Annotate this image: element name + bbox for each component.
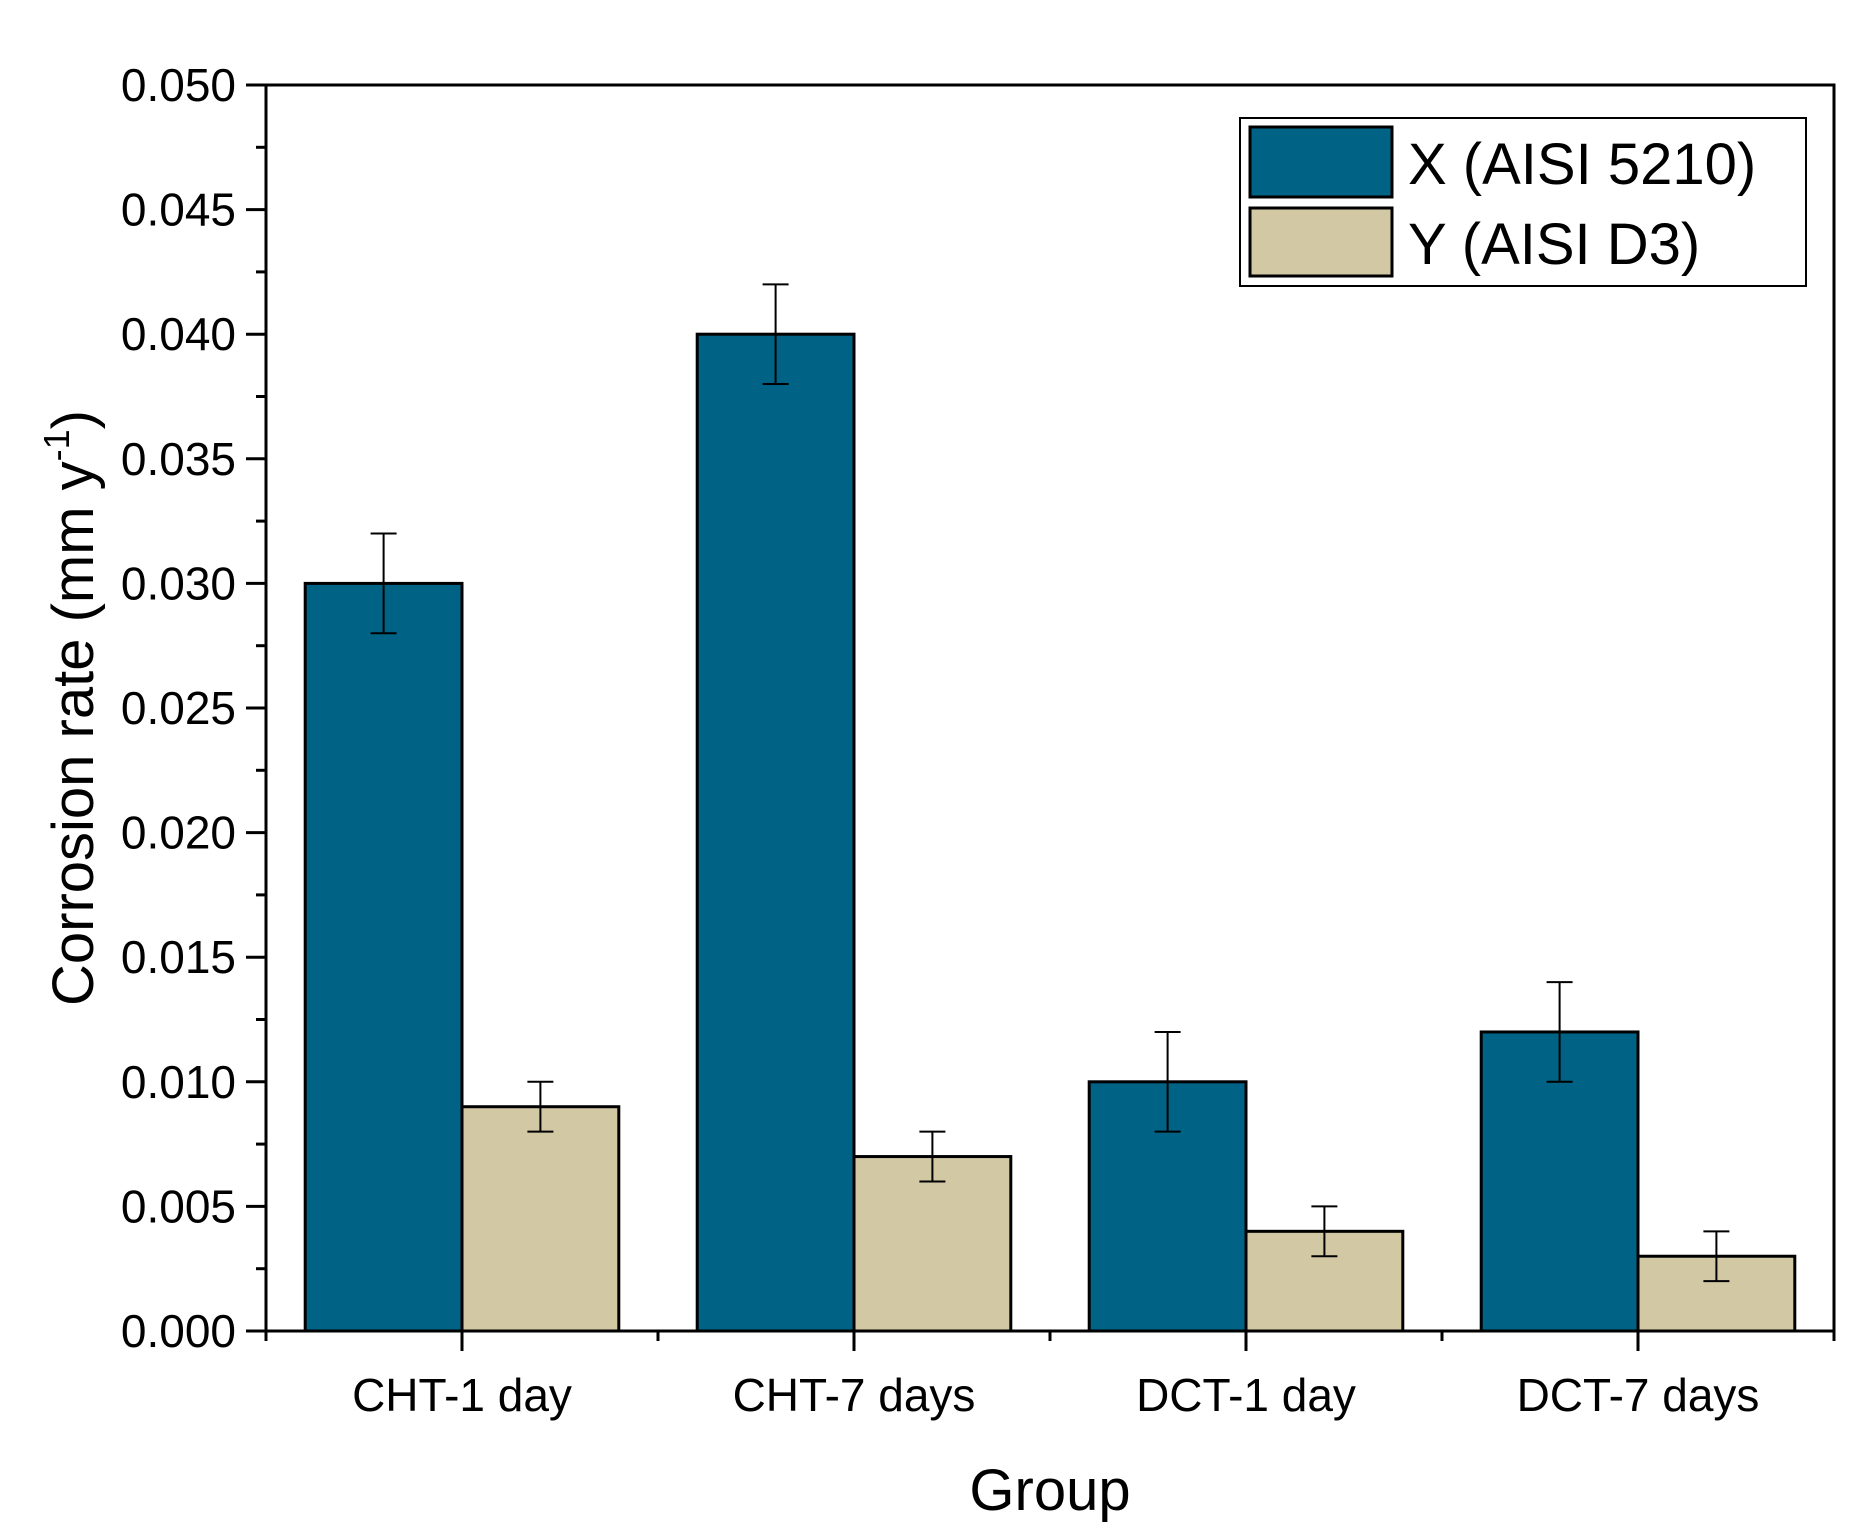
legend-label-x: X (AISI 5210) [1408,132,1756,197]
y-axis-title-close: ) [41,410,106,429]
legend-swatch-x [1248,125,1394,199]
bar-y-1 [460,1105,621,1333]
legend-label-y: Y (AISI D3) [1408,212,1700,277]
legend-swatch-y [1248,206,1394,278]
y-tick-label: 0.025 [121,682,236,734]
y-tick-label: 0.005 [121,1180,236,1232]
y-tick-label: 0.010 [121,1056,236,1108]
y-tick-label: 0.035 [121,433,236,485]
bar-x-1 [303,581,464,1333]
bars-layer [303,332,1797,1333]
y-axis-title-sup: -1 [36,429,77,461]
x-tick-label: CHT-7 days [733,1369,976,1421]
bar-y-2 [852,1155,1013,1333]
bar-x-2 [695,332,856,1333]
y-tick-label: 0.020 [121,807,236,859]
error-bars-layer [370,283,1730,1283]
legend: X (AISI 5210) Y (AISI D3) [1239,117,1807,287]
y-tick-label: 0.015 [121,931,236,983]
x-tick-label: DCT-1 day [1136,1369,1356,1421]
y-axis-title-main: Corrosion rate (mm y [41,461,106,1006]
y-axis-ticks: 0.000 0.005 0.010 0.015 0.020 0.025 0.030 0.035… [121,59,266,1357]
x-axis-ticks: CHT-1 day CHT-7 days DCT-1 day DCT-7 days [264,1331,1836,1421]
y-tick-label: 0.040 [121,308,236,360]
y-tick-label: 0.030 [121,557,236,609]
y-axis-title: Corrosion rate (mm y-1) [36,410,106,1006]
x-tick-label: CHT-1 day [352,1369,572,1421]
x-axis-title: Group [969,1458,1130,1523]
y-tick-label: 0.050 [121,59,236,111]
y-tick-label: 0.045 [121,184,236,236]
x-tick-label: DCT-7 days [1517,1369,1760,1421]
y-tick-label: 0.000 [121,1305,236,1357]
